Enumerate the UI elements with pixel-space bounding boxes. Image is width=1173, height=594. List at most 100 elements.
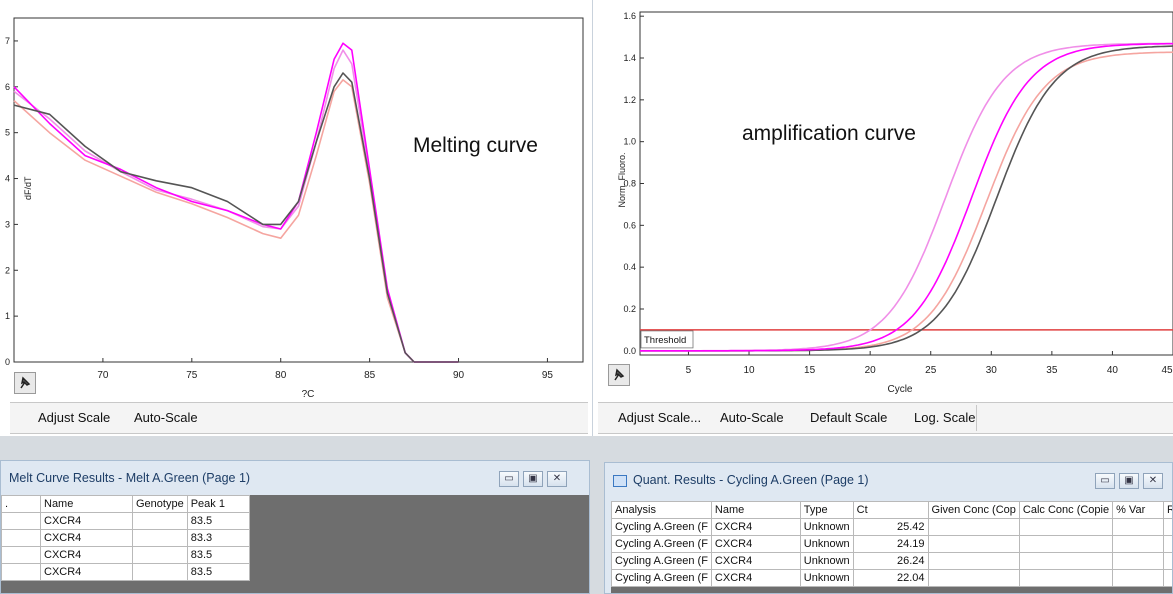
y-tick-label: 1.4 bbox=[623, 53, 636, 63]
amp-y-axis-label: Norm. Fluoro. bbox=[617, 152, 627, 207]
table-row[interactable]: Cycling A.Green (F CXCR4 Unknown 24.19 bbox=[611, 535, 1172, 553]
y-tick-label: 2 bbox=[5, 265, 10, 275]
y-tick-label: 0.8 bbox=[623, 179, 636, 189]
column-header[interactable]: Re bbox=[1163, 501, 1172, 519]
quant-results-window: Quant. Results - Cycling A.Green (Page 1… bbox=[604, 462, 1173, 594]
threshold-label-box bbox=[640, 330, 694, 349]
quant-results-grid-area: Analysis Name Type Ct Given Conc (Cop Ca… bbox=[611, 501, 1172, 593]
table-row[interactable]: CXCR4 83.5 bbox=[1, 563, 250, 581]
type-cell: Unknown bbox=[799, 535, 854, 553]
table-row[interactable]: CXCR4 83.5 bbox=[1, 512, 250, 530]
x-tick-label: 70 bbox=[97, 370, 109, 381]
pin-icon[interactable] bbox=[608, 364, 630, 386]
genotype-cell bbox=[132, 529, 188, 547]
x-tick-label: 95 bbox=[542, 370, 554, 381]
x-tick-label: 40 bbox=[1107, 365, 1119, 376]
analysis-cell: Cycling A.Green (F bbox=[611, 518, 712, 536]
table-row[interactable]: CXCR4 83.3 bbox=[1, 529, 250, 547]
table-row[interactable]: CXCR4 83.5 bbox=[1, 546, 250, 564]
column-header[interactable]: Peak 1 bbox=[186, 495, 250, 513]
y-tick-label: 1.6 bbox=[623, 11, 636, 21]
adjust-scale-button[interactable]: Adjust Scale... bbox=[618, 410, 702, 425]
type-cell: Unknown bbox=[799, 552, 854, 570]
column-header[interactable]: Ct bbox=[852, 501, 929, 519]
name-cell: CXCR4 bbox=[710, 552, 801, 570]
maximize-icon[interactable]: ▣ bbox=[1119, 473, 1139, 489]
analysis-cell: Cycling A.Green (F bbox=[611, 569, 712, 587]
melt-results-table: . Name Genotype Peak 1 CXCR4 83.5 CXCR4 83… bbox=[1, 495, 250, 581]
table-row[interactable]: Cycling A.Green (F CXCR4 Unknown 22.04 bbox=[611, 569, 1172, 587]
column-header[interactable]: Calc Conc (Copie bbox=[1018, 501, 1114, 519]
ct-cell: 26.24 bbox=[852, 552, 929, 570]
peak-cell: 83.5 bbox=[186, 563, 250, 581]
melt-series-line-4 bbox=[13, 79, 459, 363]
close-icon[interactable]: ✕ bbox=[1143, 473, 1163, 489]
column-header[interactable]: Name bbox=[710, 501, 801, 519]
table-row[interactable]: Cycling A.Green (F CXCR4 Unknown 26.24 bbox=[611, 552, 1172, 570]
amp-x-axis-label: Cycle bbox=[887, 384, 912, 395]
melt-results-title: Melt Curve Results - Melt A.Green (Page … bbox=[9, 471, 251, 485]
x-tick-label: 20 bbox=[865, 365, 877, 376]
x-tick-label: 35 bbox=[1046, 365, 1058, 376]
table-row[interactable]: Cycling A.Green (F CXCR4 Unknown 25.42 bbox=[611, 518, 1172, 536]
y-tick-label: 5 bbox=[5, 128, 10, 138]
name-cell: CXCR4 bbox=[710, 569, 801, 587]
name-cell: CXCR4 bbox=[40, 563, 133, 581]
y-tick-label: 0.4 bbox=[623, 262, 636, 272]
x-tick-label: 45 bbox=[1161, 365, 1173, 376]
x-tick-label: 25 bbox=[925, 365, 937, 376]
peak-cell: 83.3 bbox=[186, 529, 250, 547]
name-cell: CXCR4 bbox=[40, 512, 133, 530]
column-header[interactable]: . bbox=[1, 495, 41, 513]
adjust-scale-button[interactable]: Adjust Scale bbox=[38, 410, 111, 425]
maximize-icon[interactable]: ▣ bbox=[523, 471, 543, 487]
ct-cell: 24.19 bbox=[852, 535, 929, 553]
type-cell: Unknown bbox=[799, 518, 854, 536]
amplification-curve-annotation: amplification curve bbox=[742, 122, 916, 145]
x-tick-label: 15 bbox=[804, 365, 816, 376]
column-header[interactable]: Type bbox=[799, 501, 854, 519]
default-scale-button[interactable]: Default Scale bbox=[810, 410, 888, 425]
melt-toolbar: Adjust Scale Auto-Scale bbox=[10, 402, 588, 434]
column-header[interactable]: Genotype bbox=[132, 495, 188, 513]
threshold-label: Threshold bbox=[644, 335, 686, 346]
melt-results-window: Melt Curve Results - Melt A.Green (Page … bbox=[0, 460, 590, 594]
pin-icon[interactable] bbox=[14, 372, 36, 394]
column-header[interactable]: Analysis bbox=[611, 501, 712, 519]
column-header[interactable]: Name bbox=[40, 495, 133, 513]
x-tick-label: 90 bbox=[453, 370, 465, 381]
log-scale-button[interactable]: Log. Scale bbox=[914, 410, 976, 425]
quant-results-table: Analysis Name Type Ct Given Conc (Cop Ca… bbox=[611, 501, 1172, 587]
melt-curve-panel: 0 1 2 3 4 5 6 7 70 75 80 85 90 95 dF/dT ?C Melting c… bbox=[0, 0, 593, 436]
window-icon bbox=[613, 475, 627, 487]
name-cell: CXCR4 bbox=[710, 518, 801, 536]
y-tick-label: 0 bbox=[5, 357, 10, 367]
minimize-icon[interactable]: ▭ bbox=[1095, 473, 1115, 489]
melt-results-grid-area: . Name Genotype Peak 1 CXCR4 83.5 CXCR4 83… bbox=[1, 495, 589, 593]
analysis-cell: Cycling A.Green (F bbox=[611, 552, 712, 570]
auto-scale-button[interactable]: Auto-Scale bbox=[134, 410, 198, 425]
y-tick-label: 1.0 bbox=[623, 137, 636, 147]
genotype-cell bbox=[132, 563, 188, 581]
x-tick-label: 85 bbox=[364, 370, 376, 381]
melt-y-axis-label: dF/dT bbox=[23, 176, 33, 200]
x-tick-label: 80 bbox=[275, 370, 287, 381]
column-header[interactable]: % Var bbox=[1112, 501, 1165, 519]
amp-plot-area bbox=[639, 11, 1173, 356]
x-tick-label: 10 bbox=[743, 365, 755, 376]
table-header-row: Analysis Name Type Ct Given Conc (Cop Ca… bbox=[611, 501, 1172, 519]
amplification-panel: 0.0 0.2 0.4 0.6 0.8 1.0 1.2 1.4 1.6 5 10 15 20 25 30 3… bbox=[598, 0, 1173, 436]
column-header[interactable]: Given Conc (Cop bbox=[927, 501, 1020, 519]
y-tick-label: 0.2 bbox=[623, 304, 636, 314]
auto-scale-button[interactable]: Auto-Scale bbox=[720, 410, 784, 425]
melt-curve-annotation: Melting curve bbox=[413, 134, 538, 157]
minimize-icon[interactable]: ▭ bbox=[499, 471, 519, 487]
name-cell: CXCR4 bbox=[710, 535, 801, 553]
x-tick-label: 5 bbox=[686, 365, 692, 376]
amp-series-line-2 bbox=[640, 42, 1173, 352]
melt-curve-chart: 0 1 2 3 4 5 6 7 70 75 80 85 90 95 dF/dT ?C Melting c… bbox=[5, 17, 584, 400]
close-icon[interactable]: ✕ bbox=[547, 471, 567, 487]
melt-plot-area bbox=[13, 17, 584, 363]
x-tick-label: 75 bbox=[186, 370, 198, 381]
ct-cell: 25.42 bbox=[852, 518, 929, 536]
